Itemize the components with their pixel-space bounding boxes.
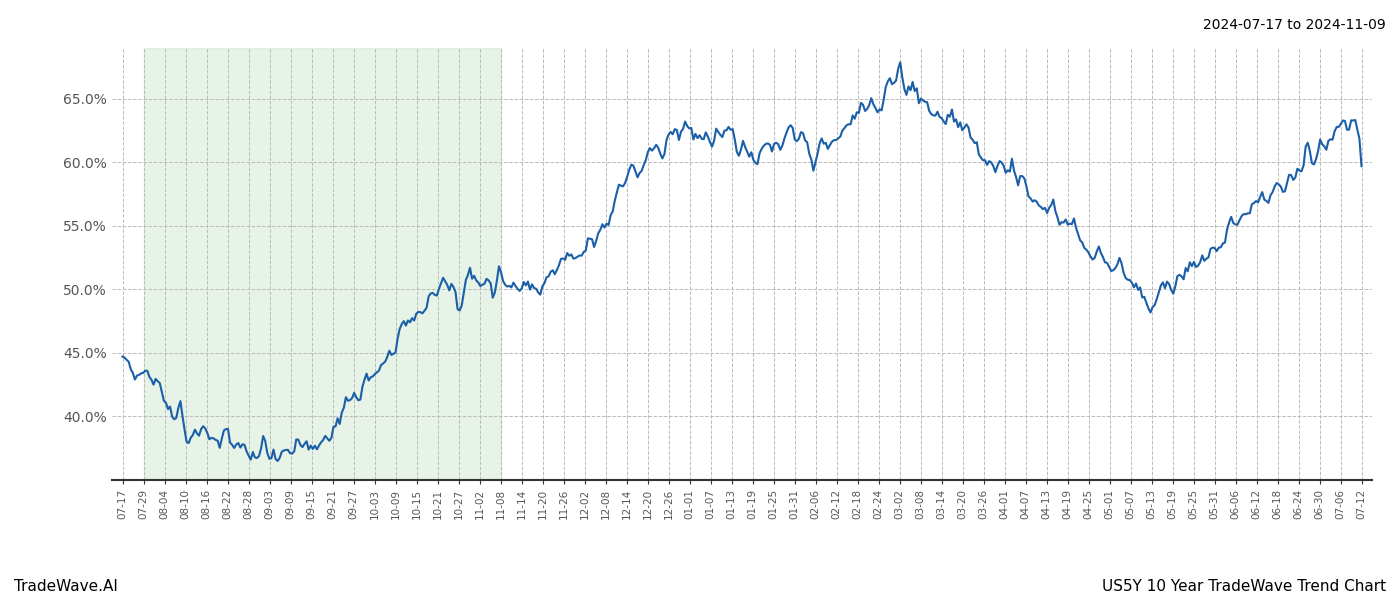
Text: 2024-07-17 to 2024-11-09: 2024-07-17 to 2024-11-09 [1203, 18, 1386, 32]
Text: US5Y 10 Year TradeWave Trend Chart: US5Y 10 Year TradeWave Trend Chart [1102, 579, 1386, 594]
Bar [143, 48, 501, 480]
Text: TradeWave.AI: TradeWave.AI [14, 579, 118, 594]
